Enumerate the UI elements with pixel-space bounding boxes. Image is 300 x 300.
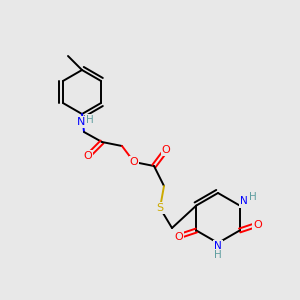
Text: H: H (249, 193, 256, 202)
Text: H: H (86, 115, 94, 125)
Text: O: O (253, 220, 262, 230)
Text: O: O (84, 151, 92, 161)
Text: N: N (77, 117, 85, 127)
Text: N: N (240, 196, 248, 206)
Text: N: N (214, 241, 222, 251)
Text: O: O (174, 232, 183, 242)
Text: H: H (214, 250, 222, 260)
Text: O: O (130, 157, 138, 167)
Text: S: S (156, 203, 164, 213)
Text: O: O (162, 145, 170, 155)
